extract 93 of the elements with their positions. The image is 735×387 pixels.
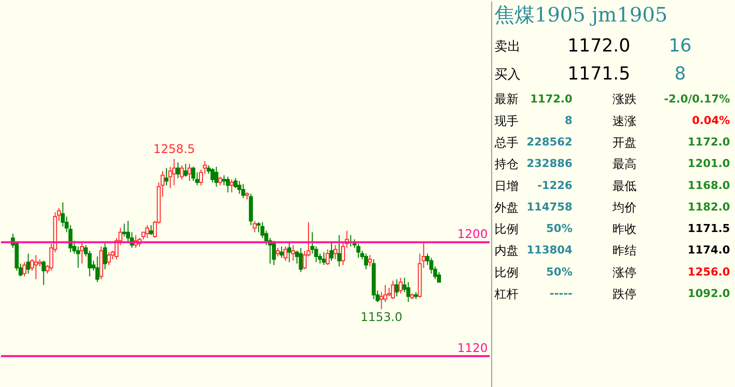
text: 228562 xyxy=(526,136,572,149)
candlestick xyxy=(280,246,284,258)
text: 16 xyxy=(668,35,692,56)
text: -2.0/0.17% xyxy=(664,92,730,106)
candlestick xyxy=(283,246,288,262)
text: 持仓 xyxy=(494,157,519,172)
candlestick xyxy=(333,244,338,260)
text: 50% xyxy=(546,265,572,278)
candlestick xyxy=(337,234,342,267)
text: 232886 xyxy=(526,157,573,170)
text: 日增 xyxy=(494,178,519,193)
candlestick xyxy=(298,247,303,273)
text: 1201.0 xyxy=(688,157,730,170)
text: 比例 xyxy=(494,265,519,280)
text: -1226 xyxy=(537,178,573,192)
text: 最高 xyxy=(612,157,636,172)
candlestick xyxy=(172,158,176,186)
text: 1171.5 xyxy=(688,222,730,236)
candlestick xyxy=(214,166,218,188)
candlestick xyxy=(237,180,242,194)
text: 8 xyxy=(564,114,572,127)
candlestick xyxy=(103,242,108,270)
text: 卖出 xyxy=(494,39,521,54)
text: 1182.0 xyxy=(688,200,730,214)
text: 焦煤1905 jm1905 xyxy=(494,2,668,26)
text: 涨停 xyxy=(612,265,636,280)
text: 比例 xyxy=(494,222,519,236)
text: 外盘 xyxy=(494,200,519,214)
text: ----- xyxy=(550,287,572,300)
candlestick xyxy=(80,242,84,264)
text: 跌停 xyxy=(612,287,636,302)
text: 昨收 xyxy=(612,222,636,236)
text: 114758 xyxy=(526,200,572,214)
candlestick xyxy=(42,260,46,286)
candlestick xyxy=(122,223,126,238)
text: 总手 xyxy=(494,136,519,150)
candlestick xyxy=(226,176,230,193)
candlestick xyxy=(184,163,188,178)
candlestick xyxy=(76,246,80,268)
text: 现手 xyxy=(494,114,519,128)
candlestick xyxy=(180,164,184,180)
candlestick xyxy=(22,262,26,277)
candlestick xyxy=(368,254,372,267)
candlestick xyxy=(364,253,368,270)
text: 1172.0 xyxy=(568,35,630,56)
text: 1168.0 xyxy=(688,178,730,192)
text: 昨结 xyxy=(612,244,636,258)
annotation: 1153.0 xyxy=(360,310,402,324)
text: 最低 xyxy=(612,178,636,193)
candlestick xyxy=(149,224,154,236)
annotation: 1258.5 xyxy=(153,142,196,156)
candlestick xyxy=(176,162,180,179)
candlestick xyxy=(26,253,30,274)
candlestick xyxy=(390,280,395,300)
text: 0.04% xyxy=(692,114,730,127)
text: 最新 xyxy=(494,92,519,106)
text: 开盘 xyxy=(612,136,636,150)
candlestick xyxy=(34,254,38,280)
candlestick xyxy=(287,242,292,263)
text: 均价 xyxy=(611,200,636,214)
text: 速涨 xyxy=(612,114,636,128)
candlestick xyxy=(210,168,215,183)
candlestick xyxy=(106,252,111,266)
candlestick xyxy=(379,292,384,310)
candlestick xyxy=(291,244,296,262)
text: 1171.5 xyxy=(568,63,630,84)
text: 杠杆 xyxy=(494,287,519,302)
candlestick xyxy=(326,248,330,266)
candlestick xyxy=(241,183,246,199)
candlestick xyxy=(187,163,192,182)
candlestick xyxy=(164,168,168,186)
text: 1174.0 xyxy=(688,244,730,257)
text: 1092.0 xyxy=(688,287,730,300)
ref-line-label: 1200 xyxy=(457,227,488,242)
text: 涨跌 xyxy=(612,92,636,106)
candlestick xyxy=(191,166,196,182)
text: 1172.0 xyxy=(530,92,573,106)
text: 1172.0 xyxy=(688,136,730,149)
candlestick xyxy=(222,174,226,186)
candlestick xyxy=(406,282,410,303)
candlestick xyxy=(330,242,334,262)
candlestick xyxy=(398,277,403,294)
ref-line-label: 1120 xyxy=(457,341,488,356)
text: 113804 xyxy=(526,244,573,257)
text: 内盘 xyxy=(494,244,519,258)
text: 50% xyxy=(546,222,572,236)
text: 8 xyxy=(674,63,686,84)
candlestick xyxy=(394,278,399,297)
text: 买入 xyxy=(494,67,521,82)
candlestick xyxy=(230,179,234,193)
text: 1256.0 xyxy=(688,265,730,278)
candlestick xyxy=(252,220,257,233)
candlestick xyxy=(356,243,360,258)
